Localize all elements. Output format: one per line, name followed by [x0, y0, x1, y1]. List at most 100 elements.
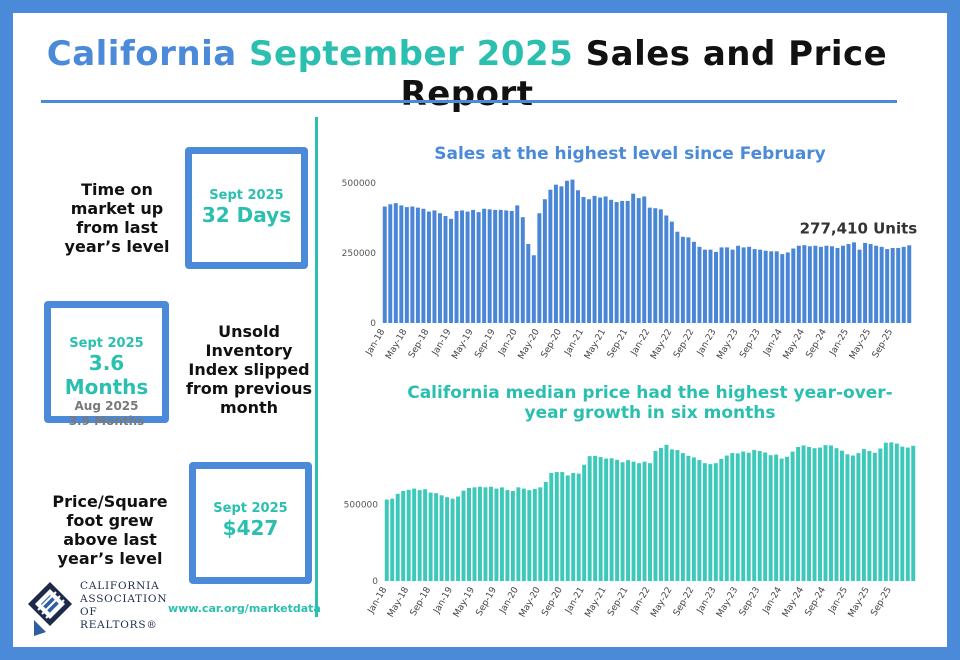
- price-bar: [604, 458, 609, 581]
- sales-bar: [382, 206, 387, 323]
- sales-x-tick-label: Sep-18: [407, 327, 432, 360]
- price-bar: [911, 445, 916, 581]
- title-part-month: September 2025: [249, 34, 574, 74]
- median-price-bar-chart: 0500000Jan-18May-18Sep-18Jan-19May-19Sep…: [344, 425, 922, 620]
- sales-x-tick-label: Sep-20: [540, 327, 565, 360]
- price-bar: [735, 453, 740, 581]
- price-bar: [445, 497, 450, 581]
- sales-bar: [791, 248, 796, 323]
- price-x-tick-label: May-19: [452, 585, 477, 619]
- sales-chart-title: Sales at the highest level since Februar…: [434, 144, 826, 164]
- sales-bar: [702, 249, 707, 323]
- sales-x-tick-label: Sep-19: [473, 327, 498, 360]
- sales-bar: [658, 209, 663, 323]
- price-bar: [861, 449, 866, 581]
- price-bar: [472, 487, 477, 581]
- sales-bar: [393, 203, 398, 323]
- price-bar: [834, 448, 839, 581]
- sales-x-tick-label: Jan-24: [761, 327, 785, 358]
- price-bar: [845, 454, 850, 581]
- sales-bar: [719, 247, 724, 323]
- title-part-california: California: [46, 34, 237, 74]
- sales-x-tick-label: Sep-22: [672, 328, 696, 360]
- sales-bar: [454, 211, 459, 323]
- sales-bar: [404, 207, 409, 323]
- price-bar: [543, 481, 548, 581]
- sales-bar: [802, 245, 807, 323]
- price-bar: [626, 460, 631, 581]
- sales-bar: [857, 249, 862, 323]
- sales-x-tick-label: Sep-25: [871, 328, 895, 360]
- price-bar: [653, 450, 658, 581]
- sales-bar: [631, 193, 636, 323]
- price-bar: [423, 489, 428, 581]
- sales-bar: [874, 245, 879, 323]
- price-bar: [785, 456, 790, 581]
- sales-bar: [774, 251, 779, 323]
- logo-line-1: CALIFORNIA: [80, 580, 160, 592]
- price-x-tick-label: May-23: [715, 586, 740, 620]
- sales-bar: [625, 200, 630, 323]
- sales-bar: [675, 231, 680, 323]
- price-bar: [554, 472, 559, 581]
- price-bar: [779, 458, 784, 581]
- price-bar: [631, 461, 636, 581]
- price-bar: [428, 492, 433, 581]
- sales-x-tick-label: May-23: [715, 328, 740, 362]
- price-value-annotation: $883,640: [842, 425, 921, 426]
- sales-bar: [498, 209, 503, 323]
- price-bar: [801, 445, 806, 581]
- sales-bar: [752, 249, 757, 323]
- sales-bar: [829, 246, 834, 323]
- logo-line-2: ASSOCIATION: [80, 593, 168, 605]
- title-part-report: Sales and Price Report: [400, 34, 888, 114]
- price-bar: [587, 456, 592, 581]
- sales-bar: [564, 180, 569, 323]
- time-on-market-value: 32 Days: [201, 203, 292, 227]
- logo-line-3: OF REALTORS: [80, 606, 147, 631]
- price-x-tick-label: Jan-19: [432, 585, 456, 616]
- price-bar: [664, 444, 669, 581]
- price-bar: [708, 464, 713, 581]
- price-bar: [856, 453, 861, 581]
- sales-x-tick-label: Sep-23: [738, 328, 762, 360]
- unsold-inventory-description: Unsold Inventory Index slipped from prev…: [185, 322, 313, 417]
- price-bar: [686, 455, 691, 581]
- sales-bar: [714, 251, 718, 323]
- sales-bar: [526, 244, 531, 323]
- sales-bar: [664, 215, 669, 323]
- price-bar: [713, 463, 718, 581]
- sales-bar: [537, 213, 542, 323]
- sales-bar: [818, 246, 823, 323]
- price-bar: [648, 463, 652, 581]
- price-bar: [406, 489, 411, 581]
- price-bar: [839, 450, 844, 581]
- sales-bar: [614, 202, 619, 323]
- price-bar: [889, 442, 894, 581]
- sales-bar: [879, 246, 884, 323]
- price-bar: [598, 457, 603, 581]
- sales-bar: [504, 210, 509, 323]
- sales-bar: [642, 196, 647, 323]
- sales-bar: [741, 247, 746, 323]
- price-bar: [724, 455, 729, 581]
- price-x-tick-label: Sep-20: [540, 585, 565, 618]
- sales-bar: [647, 207, 652, 323]
- sales-value-annotation: 277,410 Units: [800, 219, 918, 237]
- price-bar: [883, 442, 888, 581]
- sales-bar: [410, 206, 415, 323]
- sales-bar: [471, 209, 476, 323]
- price-bar: [867, 450, 872, 581]
- sales-bar: [482, 208, 487, 323]
- price-bar: [505, 490, 510, 581]
- price-bar: [637, 463, 642, 581]
- market-data-link[interactable]: www.car.org/marketdata: [168, 602, 321, 615]
- sales-bar: [680, 236, 685, 323]
- unsold-inventory-prev-period: Aug 2025: [74, 399, 139, 413]
- sales-x-tick-label: Jan-23: [695, 328, 718, 359]
- price-bar: [521, 488, 526, 581]
- price-bar: [812, 448, 817, 581]
- price-x-tick-label: Sep-23: [738, 586, 762, 618]
- unsold-inventory-prev-value: 3.9 Months: [68, 414, 145, 428]
- sales-bar: [570, 179, 575, 323]
